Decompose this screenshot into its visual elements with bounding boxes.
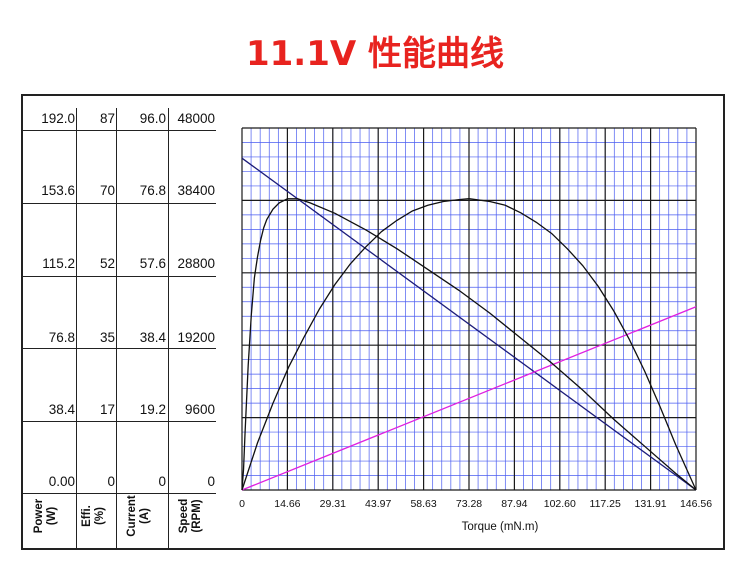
y-tick-label: 0 <box>107 474 115 489</box>
y-tick-label: 115.2 <box>42 256 75 271</box>
x-tick-label: 73.28 <box>455 498 483 510</box>
y-tick-label: 38.4 <box>48 402 75 417</box>
x-tick-label: 131.91 <box>634 498 667 510</box>
y-tick-label: 76.8 <box>139 183 166 198</box>
y-tick-label: 192.0 <box>41 111 75 126</box>
table-row-divider <box>21 130 216 131</box>
y-tick-label: 38.4 <box>139 330 166 345</box>
x-tick-label: 0 <box>239 498 245 510</box>
x-tick-label: 146.56 <box>679 498 713 510</box>
y-tick-label: 17 <box>99 402 115 417</box>
y-tick-label: 19.2 <box>139 402 166 417</box>
table-row-divider <box>21 348 216 349</box>
y-tick-label: 48000 <box>177 111 215 126</box>
y-tick-label: 96.0 <box>139 111 166 126</box>
y-tick-label: 28800 <box>177 256 215 271</box>
series-speed-line <box>241 157 697 491</box>
y-tick-label: 153.6 <box>41 183 75 198</box>
y-tick-label: 0 <box>207 474 215 489</box>
x-tick-label: 117.25 <box>589 498 621 510</box>
y-tick-label: 52 <box>99 256 115 271</box>
y-tick-label: 57.6 <box>139 256 166 271</box>
x-tick-label: 87.94 <box>501 498 528 510</box>
y-tick-label: 35 <box>99 330 115 345</box>
y-tick-label: 19200 <box>177 330 215 345</box>
chart-title: 11.1V 性能曲线 <box>245 34 505 74</box>
series-current-line <box>241 306 697 491</box>
x-tick-label: 14.66 <box>274 498 301 510</box>
table-column-divider <box>76 108 77 550</box>
x-tick-label: 58.63 <box>410 498 437 510</box>
table-row-divider <box>21 203 216 204</box>
table-row-divider <box>21 493 216 494</box>
y-tick-label: 0.00 <box>48 474 75 489</box>
series-power-line <box>241 198 697 491</box>
y-tick-label: 76.8 <box>48 330 75 345</box>
table-column-divider <box>116 108 117 550</box>
x-tick-label: 29.31 <box>319 498 346 510</box>
chart-frame <box>21 94 725 550</box>
y-tick-label: 70 <box>99 183 115 198</box>
y-tick-label: 38400 <box>177 183 215 198</box>
table-column-divider <box>168 108 169 550</box>
x-axis-label: Torque (mN.m) <box>461 521 539 533</box>
x-tick-label: 102.60 <box>543 498 576 510</box>
table-row-divider <box>21 276 216 277</box>
series-effi-line <box>241 198 697 491</box>
y-tick-label: 0 <box>158 474 166 489</box>
y-tick-label: 87 <box>99 111 115 126</box>
x-tick-label: 43.97 <box>365 498 392 510</box>
table-row-divider <box>21 421 216 422</box>
y-tick-label: 9600 <box>184 402 215 417</box>
